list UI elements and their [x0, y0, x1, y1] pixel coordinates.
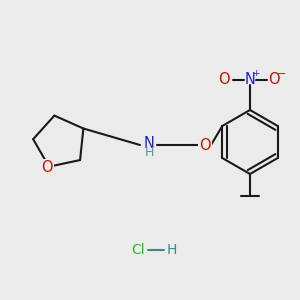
Text: O: O [41, 160, 53, 175]
Text: +: + [252, 70, 260, 79]
Text: N: N [144, 136, 154, 151]
Text: −: − [277, 69, 287, 79]
Text: O: O [218, 73, 230, 88]
Text: O: O [199, 137, 211, 152]
Text: N: N [244, 73, 255, 88]
Text: H: H [167, 243, 177, 257]
Text: O: O [268, 73, 280, 88]
Text: Cl: Cl [131, 243, 145, 257]
Text: H: H [144, 146, 154, 160]
